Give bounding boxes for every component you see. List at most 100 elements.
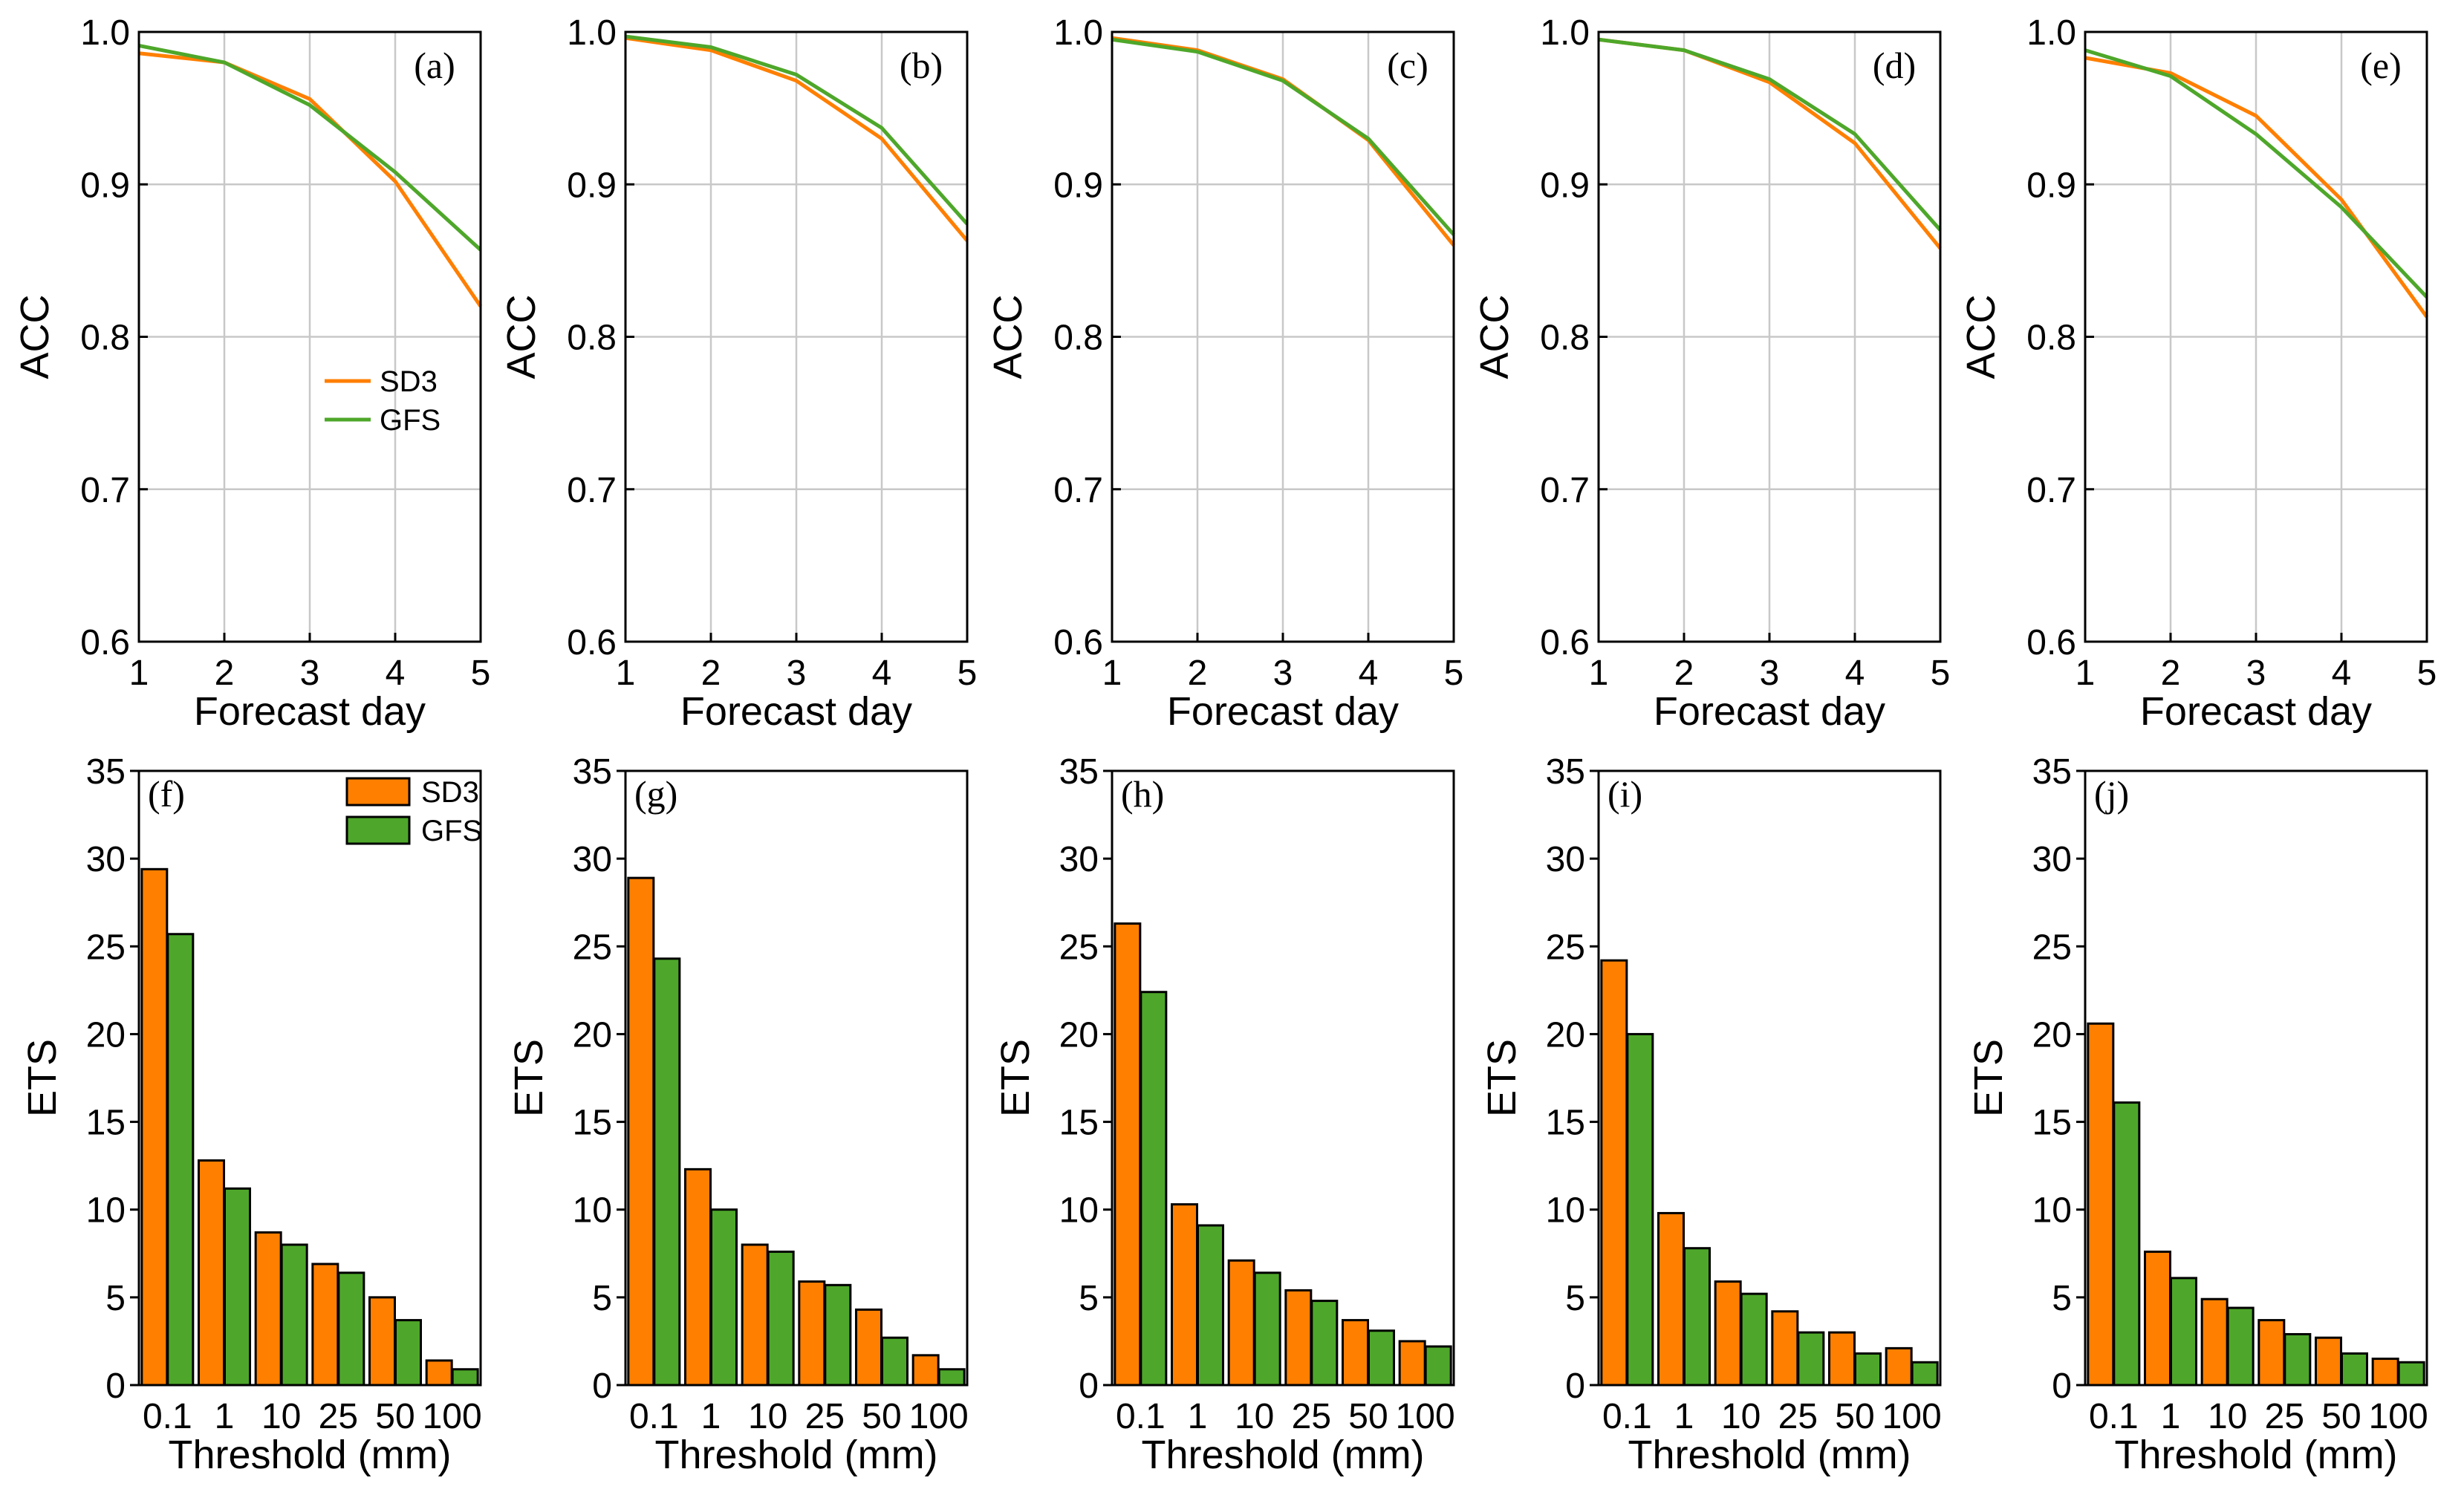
x-tick-label: 3 — [787, 654, 807, 693]
y-tick-label: 15 — [1059, 1104, 1099, 1143]
x-tick-label: 3 — [1760, 654, 1780, 693]
panel-label: (e) — [2360, 45, 2402, 86]
y-tick-label: 1.0 — [1540, 13, 1590, 53]
panel-label: (a) — [414, 45, 455, 86]
x-tick-label: 5 — [471, 654, 491, 693]
x-tick-label: 1 — [1188, 1397, 1208, 1436]
y-tick-label: 0.8 — [1540, 319, 1590, 358]
x-tick-label: 3 — [1273, 654, 1293, 693]
bar-gfs — [337, 1271, 365, 1387]
y-tick-label: 0.7 — [567, 471, 617, 510]
panel-b: 0.6 0.7 0.8 0.9 1.0 1 2 3 4 5 Forecast day ACC (b) — [499, 13, 977, 734]
y-tick-label: 10 — [1546, 1191, 1585, 1231]
plot-frame — [137, 769, 482, 1387]
y-axis-label: ETS — [507, 1039, 551, 1117]
y-tick-label: 20 — [2032, 1015, 2072, 1055]
y-tick-label: 0 — [592, 1367, 612, 1406]
bar-sd3 — [1885, 1346, 1913, 1387]
panel-label: (h) — [1121, 773, 1164, 815]
x-tick-label: 5 — [1931, 654, 1951, 693]
y-tick-label: 0.7 — [1053, 471, 1103, 510]
y-tick-label: 10 — [573, 1191, 612, 1231]
bar-gfs — [2113, 1101, 2141, 1387]
x-tick-label: 25 — [319, 1397, 358, 1436]
y-tick-label: 5 — [1079, 1279, 1099, 1318]
legend-label-gfs: GFS — [380, 404, 441, 437]
x-tick-label: 1 — [1589, 654, 1609, 693]
plot-frame — [1597, 769, 1942, 1387]
x-tick-label: 2 — [701, 654, 721, 693]
y-tick-label: 25 — [86, 928, 126, 967]
y-tick-label: 0.7 — [2026, 471, 2076, 510]
x-tick-label: 100 — [909, 1397, 969, 1436]
y-tick-label: 35 — [1546, 752, 1585, 792]
y-tick-label: 1.0 — [2026, 13, 2076, 53]
bar-gfs — [2341, 1352, 2368, 1387]
y-axis-label: ACC — [13, 294, 57, 379]
x-tick-label: 50 — [1348, 1397, 1388, 1436]
bar-sd3 — [1600, 959, 1628, 1387]
bar-sd3 — [684, 1167, 712, 1387]
bar-sd3 — [855, 1308, 882, 1387]
x-axis-label: Threshold (mm) — [2114, 1433, 2397, 1477]
x-tick-label: 4 — [1845, 654, 1865, 693]
x-axis-label: Forecast day — [2140, 689, 2372, 734]
y-tick-label: 0.8 — [1053, 319, 1103, 358]
panel-f: 0.1 1 10 25 50 100 0 5 10 15 20 25 30 35 Threshold (mm… — [20, 752, 482, 1477]
bar-gfs — [2170, 1277, 2197, 1387]
y-tick-label: 30 — [573, 840, 612, 879]
bar-sd3 — [741, 1243, 769, 1387]
bar-sd3 — [627, 876, 655, 1387]
y-tick-label: 1.0 — [1053, 13, 1103, 53]
x-axis-label: Forecast day — [1654, 689, 1885, 734]
x-tick-label: 1 — [129, 654, 149, 693]
y-tick-label: 5 — [2052, 1279, 2072, 1318]
x-tick-label: 2 — [1674, 654, 1694, 693]
y-tick-label: 0.6 — [80, 623, 130, 662]
bar-sd3 — [1114, 922, 1142, 1387]
y-tick-label: 15 — [86, 1104, 126, 1143]
y-tick-label: 0.6 — [2026, 623, 2076, 662]
y-axis-label: ETS — [1966, 1039, 2011, 1117]
bar-sd3 — [1657, 1211, 1685, 1387]
panel-i: 0.1 1 10 25 50 100 0 5 10 15 20 25 30 35 Threshold (mm… — [1480, 752, 1942, 1477]
bar-gfs — [166, 933, 195, 1387]
x-axis-label: Threshold (mm) — [1628, 1433, 1911, 1477]
bar-sd3 — [2315, 1336, 2342, 1387]
panel-h: 0.1 1 10 25 50 100 0 5 10 15 20 25 30 35 Threshold (mm… — [993, 752, 1455, 1477]
y-tick-label: 0.9 — [2026, 166, 2076, 205]
x-tick-label: 3 — [2246, 654, 2266, 693]
x-tick-label: 50 — [862, 1397, 901, 1436]
plot-frame — [1111, 769, 1455, 1387]
y-tick-label: 25 — [2032, 928, 2072, 967]
x-axis-label: Threshold (mm) — [1141, 1433, 1424, 1477]
x-tick-label: 25 — [1292, 1397, 1331, 1436]
y-tick-label: 35 — [1059, 752, 1099, 792]
x-axis-label: Threshold (mm) — [654, 1433, 937, 1477]
y-tick-label: 0.6 — [1540, 623, 1590, 662]
bar-gfs — [1911, 1361, 1939, 1387]
y-tick-label: 35 — [573, 752, 612, 792]
y-tick-label: 5 — [105, 1279, 126, 1318]
x-axis-label: Forecast day — [1167, 689, 1399, 734]
panel-g: 0.1 1 10 25 50 100 0 5 10 15 20 25 30 35 Threshold (mm… — [507, 752, 969, 1477]
bar-gfs — [451, 1368, 479, 1387]
y-tick-label: 0.8 — [80, 319, 130, 358]
panel-e: 0.6 0.7 0.8 0.9 1.0 1 2 3 4 5 Forecast day ACC (e) — [1959, 13, 2437, 734]
panel-d: 0.6 0.7 0.8 0.9 1.0 1 2 3 4 5 Forecast day ACC (d) — [1472, 13, 1950, 734]
bar-sd3 — [2087, 1022, 2115, 1387]
y-tick-label: 25 — [1546, 928, 1585, 967]
bar-gfs — [1797, 1331, 1825, 1387]
bar-gfs — [937, 1368, 966, 1387]
y-tick-label: 5 — [1565, 1279, 1585, 1318]
y-tick-label: 5 — [592, 1279, 612, 1318]
x-tick-label: 4 — [872, 654, 892, 693]
y-axis-label: ACC — [1472, 294, 1517, 379]
bar-gfs — [1253, 1271, 1281, 1387]
x-tick-label: 4 — [2332, 654, 2352, 693]
x-tick-label: 10 — [261, 1397, 301, 1436]
x-tick-label: 10 — [1235, 1397, 1274, 1436]
series-line-sd3 — [138, 51, 483, 307]
y-tick-label: 0.9 — [80, 166, 130, 205]
y-axis-label: ETS — [1480, 1039, 1524, 1117]
